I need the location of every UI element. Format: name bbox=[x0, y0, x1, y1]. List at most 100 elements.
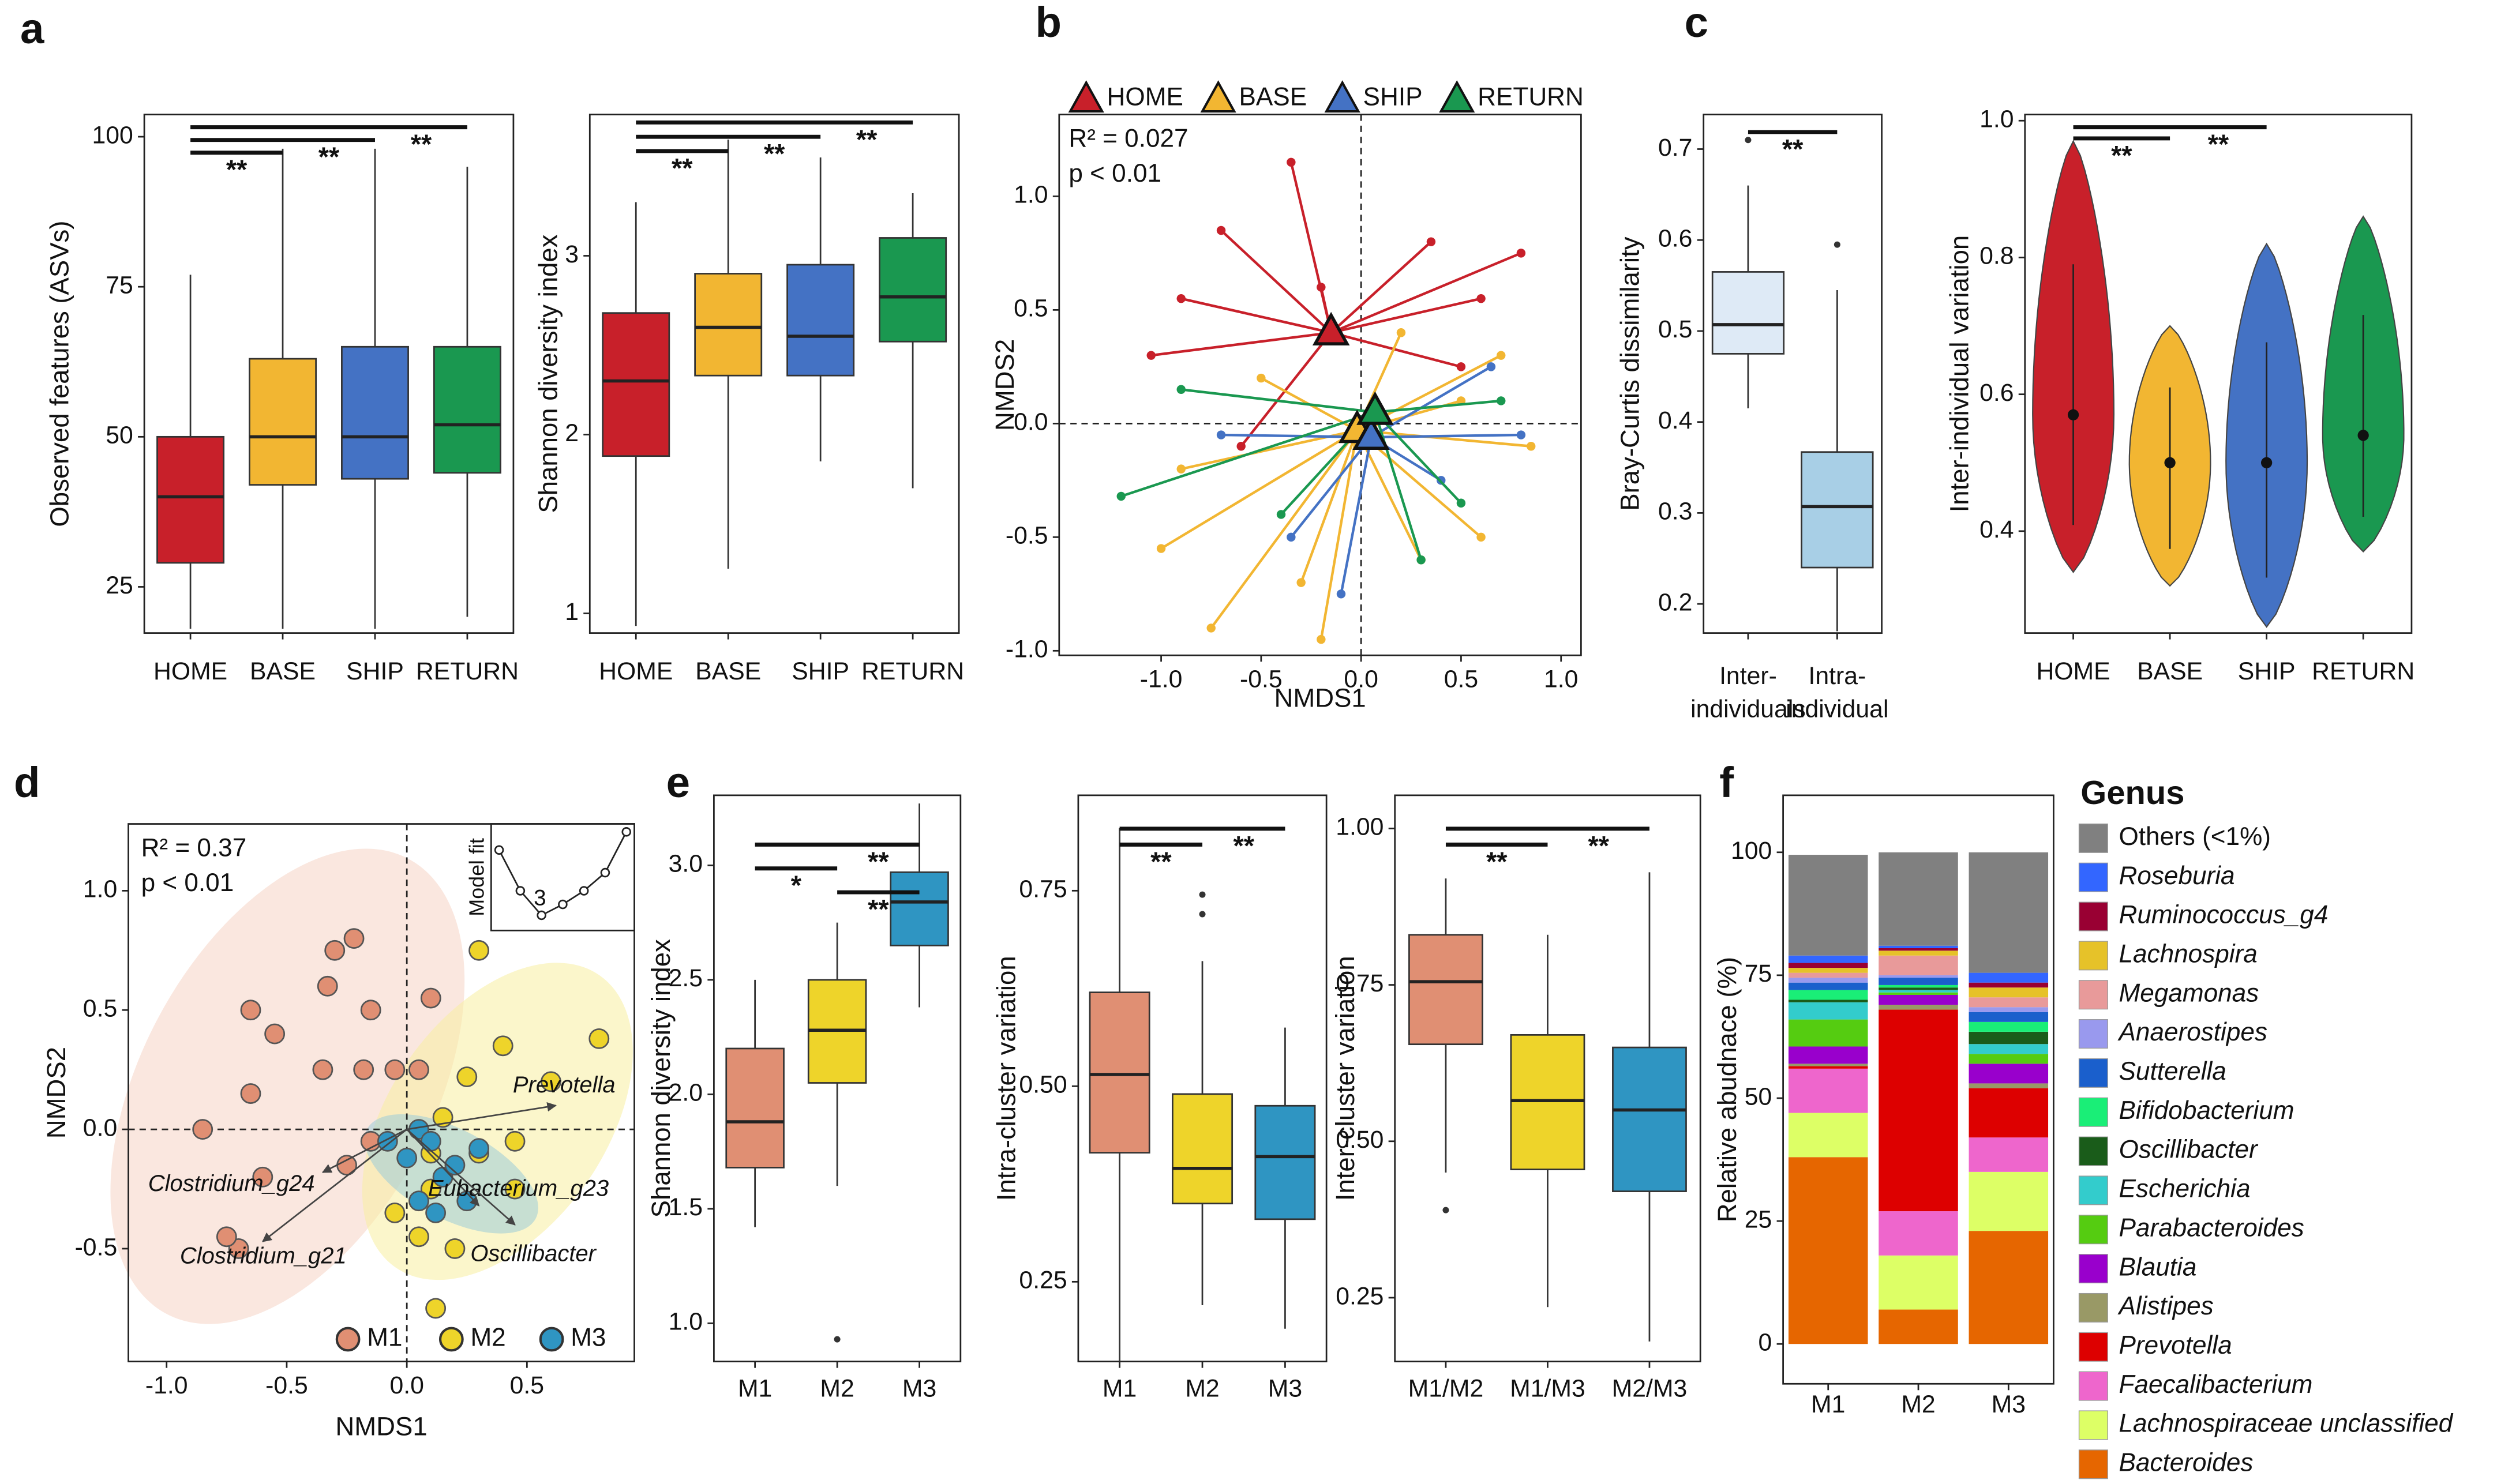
spider-line bbox=[1240, 332, 1332, 448]
spider-line bbox=[1210, 429, 1358, 629]
legend-swatch bbox=[2078, 862, 2108, 892]
bar-segment bbox=[1969, 1007, 2049, 1012]
legend-swatch bbox=[2078, 1410, 2108, 1440]
plot-frame bbox=[1058, 114, 1582, 656]
bar-segment bbox=[1788, 855, 1868, 956]
significance-label: ** bbox=[856, 125, 878, 155]
y-tick-label: 1 bbox=[565, 598, 579, 626]
legend-swatch bbox=[2078, 1175, 2108, 1205]
box bbox=[1172, 1093, 1233, 1205]
bar-segment bbox=[1969, 1044, 2049, 1054]
y-tick-label: 0.3 bbox=[1658, 498, 1692, 525]
point bbox=[1176, 294, 1186, 303]
bar-segment bbox=[1969, 972, 2049, 983]
significance-label: ** bbox=[318, 142, 340, 172]
x-tick-label: RETURN bbox=[2312, 658, 2414, 685]
y-tick-label: 1.5 bbox=[669, 1193, 703, 1221]
legend-label: HOME bbox=[1107, 83, 1183, 111]
point bbox=[1236, 442, 1246, 451]
significance-label: ** bbox=[2111, 140, 2132, 170]
y-tick-label: 3 bbox=[565, 241, 579, 268]
y-tick-label: 75 bbox=[1745, 960, 1772, 987]
legend-label: BASE bbox=[1239, 83, 1307, 111]
x-tick-label: M1 bbox=[1103, 1375, 1137, 1403]
point bbox=[384, 1059, 406, 1080]
outlier bbox=[834, 1336, 841, 1343]
bar-segment bbox=[1788, 990, 1868, 1000]
y-tick-label: 50 bbox=[1745, 1083, 1772, 1110]
x-tick-label: M1 bbox=[1811, 1391, 1845, 1418]
legend-marker bbox=[539, 1327, 564, 1352]
x-tick-label: RETURN bbox=[861, 658, 964, 685]
bar-segment bbox=[1788, 1046, 1868, 1064]
inset-annotation: 3 bbox=[534, 886, 546, 911]
y-tick-label: 0.5 bbox=[1658, 315, 1692, 343]
significance-label: ** bbox=[1486, 847, 1508, 877]
point bbox=[1396, 328, 1406, 337]
y-axis-label: Inter-individual variation bbox=[1944, 235, 1974, 513]
y-axis-label: Inter-cluster variation bbox=[1330, 956, 1360, 1201]
spider-line bbox=[1370, 365, 1492, 438]
y-tick-label: -0.5 bbox=[1006, 522, 1048, 550]
x-tick-label: 0.0 bbox=[389, 1372, 423, 1399]
legend-label: Anaerostipes bbox=[2117, 1018, 2267, 1046]
inset-point bbox=[494, 845, 504, 855]
spider-line bbox=[1340, 437, 1373, 595]
point bbox=[216, 1226, 237, 1248]
y-tick-label: 0.7 bbox=[1658, 134, 1692, 161]
bar-segment bbox=[1879, 978, 1958, 985]
legend-swatch bbox=[2078, 1332, 2108, 1362]
panel-label: e bbox=[666, 758, 690, 806]
cluster-ellipses bbox=[110, 848, 633, 1324]
outlier bbox=[1442, 1207, 1449, 1214]
bar-segment bbox=[1879, 950, 1958, 956]
legend-label: Faecalibacterium bbox=[2119, 1370, 2313, 1399]
y-tick-label: 0.8 bbox=[1979, 242, 2014, 270]
bar-segment bbox=[1788, 1068, 1868, 1113]
box bbox=[1408, 934, 1483, 1046]
point bbox=[1156, 544, 1166, 553]
bar-segment bbox=[1879, 1211, 1958, 1256]
bar-segment bbox=[1788, 1019, 1868, 1047]
y-tick-label: 100 bbox=[1731, 837, 1772, 865]
bar-segment bbox=[1969, 982, 2049, 988]
significance-label: ** bbox=[868, 847, 889, 877]
bar-segment bbox=[1969, 1054, 2049, 1064]
plot-frame bbox=[2024, 114, 2413, 634]
vector-arrow bbox=[261, 1129, 408, 1242]
y-tick-label: 1.0 bbox=[1014, 181, 1048, 209]
x-tick-label: Intra-individual bbox=[1786, 662, 1888, 723]
point bbox=[541, 1071, 561, 1092]
vector-label: Eubacterium_g23 bbox=[428, 1175, 609, 1201]
bar-segment bbox=[1788, 963, 1868, 968]
point bbox=[1317, 634, 1326, 644]
legend-label: SHIP bbox=[1363, 83, 1423, 111]
spider-line bbox=[1290, 436, 1373, 538]
bar-segment bbox=[1879, 1309, 1958, 1344]
box bbox=[602, 312, 670, 457]
plot-frame bbox=[128, 823, 635, 1363]
y-tick-label: 0.0 bbox=[83, 1114, 117, 1141]
point bbox=[468, 1138, 490, 1159]
bar-segment bbox=[1788, 955, 1868, 963]
spider-line bbox=[1371, 433, 1521, 439]
point bbox=[396, 1147, 418, 1169]
legend-swatch bbox=[2078, 823, 2108, 853]
annotation: p < 0.01 bbox=[141, 869, 234, 897]
point bbox=[252, 1166, 273, 1188]
point bbox=[408, 1190, 429, 1212]
outlier bbox=[1834, 241, 1840, 248]
spider-line bbox=[1300, 430, 1359, 583]
x-tick-label: -0.5 bbox=[265, 1372, 308, 1399]
y-tick-label: 0.6 bbox=[1658, 225, 1692, 253]
legend-swatch bbox=[2078, 901, 2108, 931]
y-axis-label: Shannon diversity index bbox=[533, 234, 563, 513]
panel-label: f bbox=[1719, 758, 1734, 806]
legend-label: RETURN bbox=[1478, 83, 1584, 111]
significance-label: ** bbox=[868, 895, 889, 925]
x-tick-label: M2 bbox=[1901, 1391, 1935, 1418]
bar-segment bbox=[1969, 997, 2049, 1008]
point bbox=[492, 1035, 513, 1057]
spider-line bbox=[1330, 241, 1432, 334]
